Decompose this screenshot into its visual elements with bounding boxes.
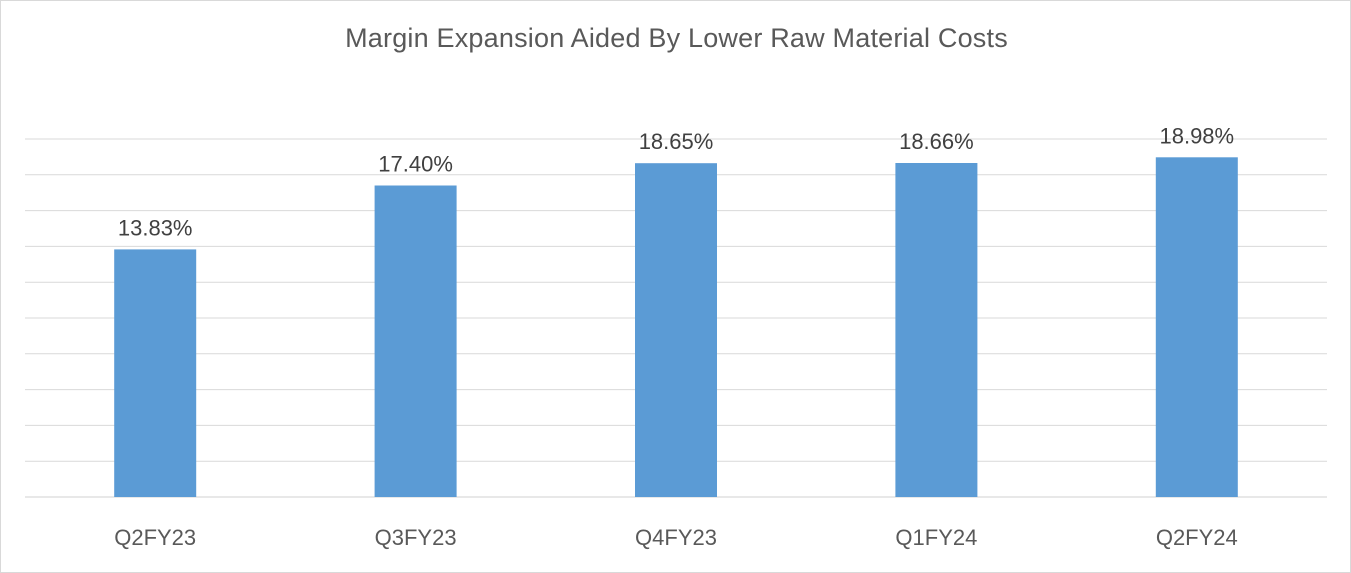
x-tick-label-q2fy24: Q2FY24 — [1156, 525, 1238, 550]
data-label-q3fy23: 17.40% — [378, 152, 453, 177]
bar-q1fy24 — [895, 163, 978, 497]
bar-layer — [114, 157, 1238, 498]
data-label-q1fy24: 18.66% — [899, 129, 974, 154]
x-tick-label-q2fy23: Q2FY23 — [114, 525, 196, 550]
chart-title: Margin Expansion Aided By Lower Raw Mate… — [345, 23, 1008, 53]
x-tick-label-layer: Q2FY23 Q3FY23 Q4FY23 Q1FY24 Q2FY24 — [114, 525, 1238, 550]
bar-q4fy23 — [635, 163, 717, 497]
x-tick-label-q1fy24: Q1FY24 — [895, 525, 977, 550]
x-tick-label-q4fy23: Q4FY23 — [635, 525, 717, 550]
data-label-q2fy23: 13.83% — [118, 215, 193, 240]
bar-q2fy23 — [114, 249, 197, 497]
bar-q2fy24 — [1155, 157, 1238, 498]
x-tick-label-q3fy23: Q3FY23 — [375, 525, 457, 550]
data-label-q4fy23: 18.65% — [639, 129, 714, 154]
data-label-layer: 13.83% 17.40% 18.65% 18.66% 18.98% — [118, 123, 1234, 240]
data-label-q2fy24: 18.98% — [1159, 123, 1234, 148]
bar-q3fy23 — [374, 185, 457, 497]
